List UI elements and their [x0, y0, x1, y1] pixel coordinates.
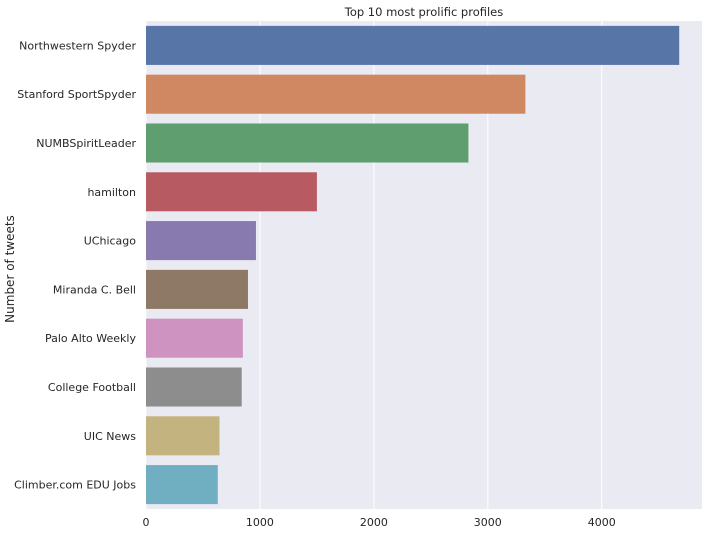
- category-label-5: Miranda C. Bell: [53, 283, 136, 296]
- bar-1: [146, 74, 526, 114]
- category-label-1: Stanford SportSpyder: [17, 88, 136, 101]
- x-tick-label-0: 0: [143, 516, 150, 529]
- bar-0: [146, 25, 680, 65]
- bar-5: [146, 269, 248, 309]
- category-label-4: UChicago: [84, 235, 137, 248]
- bar-2: [146, 123, 469, 163]
- bars: [146, 25, 680, 505]
- category-label-0: Northwestern Spyder: [19, 39, 136, 52]
- bar-6: [146, 318, 243, 358]
- category-label-2: NUMBSpiritLeader: [36, 137, 136, 150]
- x-tick-labels: 0 1000 2000 3000 4000: [143, 516, 616, 529]
- category-label-6: Palo Alto Weekly: [45, 332, 136, 345]
- bar-3: [146, 172, 317, 212]
- bar-9: [146, 465, 218, 505]
- x-tick-label-2: 2000: [360, 516, 388, 529]
- bar-7: [146, 367, 242, 407]
- x-tick-label-3: 3000: [474, 516, 502, 529]
- chart-title: Top 10 most prolific profiles: [344, 5, 503, 19]
- category-label-3: hamilton: [87, 186, 136, 199]
- y-axis-label: Number of tweets: [3, 215, 17, 323]
- category-label-8: UIC News: [84, 430, 136, 443]
- bar-4: [146, 221, 256, 261]
- x-tick-label-1: 1000: [246, 516, 274, 529]
- category-labels: Northwestern Spyder Stanford SportSpyder N…: [14, 39, 136, 491]
- category-label-9: Climber.com EDU Jobs: [14, 479, 136, 492]
- x-tick-label-4: 4000: [588, 516, 616, 529]
- bar-8: [146, 416, 220, 456]
- category-label-7: College Football: [48, 381, 136, 394]
